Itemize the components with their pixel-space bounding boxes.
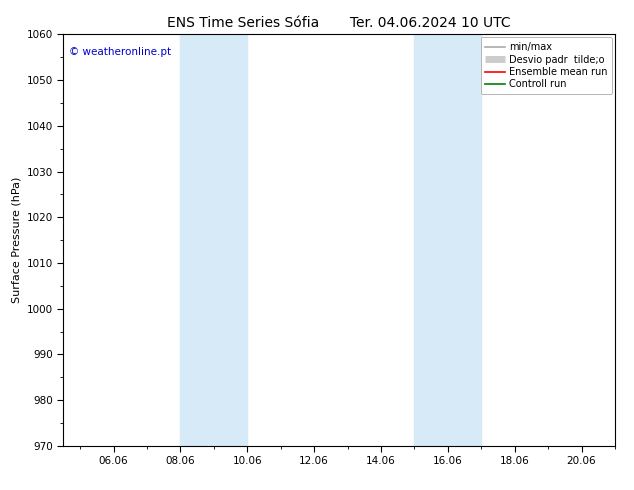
Y-axis label: Surface Pressure (hPa): Surface Pressure (hPa) xyxy=(11,177,21,303)
Text: © weatheronline.pt: © weatheronline.pt xyxy=(69,47,171,57)
Legend: min/max, Desvio padr  tilde;o, Ensemble mean run, Controll run: min/max, Desvio padr tilde;o, Ensemble m… xyxy=(481,37,612,94)
Title: ENS Time Series Sófia       Ter. 04.06.2024 10 UTC: ENS Time Series Sófia Ter. 04.06.2024 10… xyxy=(167,16,511,30)
Bar xyxy=(181,34,247,446)
Bar xyxy=(415,34,481,446)
